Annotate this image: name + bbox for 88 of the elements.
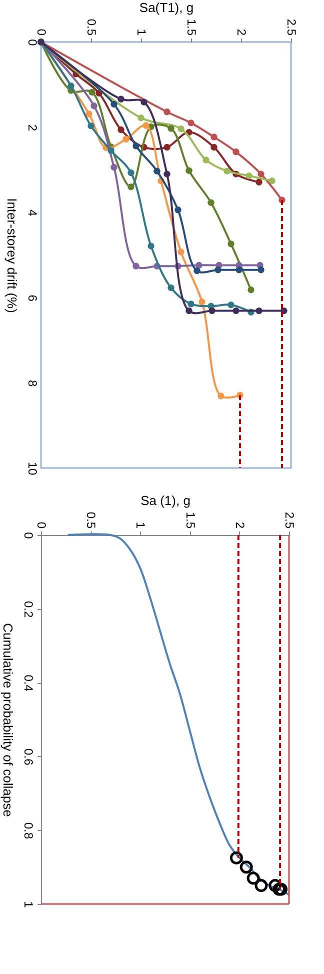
point (110, 100, 118, 108)
y-tick-label: 0 (26, 39, 40, 46)
point (224, 168, 230, 174)
x-tick-label: 1 (134, 522, 148, 529)
point (198, 298, 206, 306)
point (210, 144, 218, 151)
y-tick-label: 0 (22, 532, 36, 540)
point (246, 872, 260, 885)
point (186, 307, 192, 314)
point (178, 248, 184, 256)
x-axis-title: Sa(T1), g (139, 0, 194, 15)
y-axis-title: Cumulative probability of collapse (0, 623, 16, 817)
point (228, 240, 234, 248)
point (142, 122, 150, 129)
point (230, 851, 243, 864)
y-tick-label: 10 (26, 462, 40, 476)
point (68, 82, 74, 90)
point (268, 178, 276, 184)
point (218, 392, 224, 400)
point (232, 307, 240, 314)
x-tick-label: 1.5 (183, 512, 198, 529)
x-tick-label: 0 (34, 28, 48, 36)
y-tick-label: 2 (26, 124, 40, 132)
point (228, 301, 234, 308)
point (246, 172, 252, 180)
point (90, 102, 98, 110)
y-tick-label: 8 (26, 380, 40, 387)
point (168, 125, 174, 132)
point (138, 114, 144, 122)
x-tick-label: 2 (234, 28, 248, 36)
y-tick-label: 6 (26, 294, 40, 302)
point (186, 167, 192, 174)
x-tick-label: 2.5 (282, 512, 296, 529)
point (178, 126, 184, 132)
point (240, 860, 253, 874)
y-tick-label: 0.6 (22, 748, 36, 766)
x-tick-label: 0.5 (84, 18, 98, 36)
point (202, 156, 210, 164)
y-tick-label: 4 (26, 210, 40, 217)
point (236, 266, 242, 274)
point (128, 169, 134, 176)
y-tick-label: 0.8 (22, 822, 36, 840)
point (256, 307, 262, 314)
point (188, 300, 194, 308)
point (196, 262, 202, 269)
point (88, 88, 96, 96)
point (110, 164, 118, 171)
y-axis-title: Inter-storey drift (%) (4, 198, 20, 313)
point (164, 108, 170, 116)
point (188, 120, 194, 126)
point (148, 242, 154, 250)
point (128, 183, 134, 190)
point (210, 134, 218, 140)
point (258, 266, 264, 274)
point (258, 170, 264, 178)
y-tick-label: 1 (22, 901, 36, 908)
point (214, 266, 222, 274)
point (132, 142, 140, 150)
x-tick-label: 2 (232, 522, 247, 529)
point (208, 199, 214, 206)
point (194, 267, 200, 274)
point (256, 178, 262, 186)
point (164, 144, 170, 151)
point (254, 879, 268, 892)
point (208, 307, 216, 314)
point (118, 126, 124, 134)
point (232, 148, 240, 156)
point (174, 206, 182, 214)
point (122, 136, 130, 142)
x-tick-label: 1 (134, 28, 148, 36)
point (140, 98, 148, 106)
line-series (66, 533, 290, 896)
x-tick-label: 0 (34, 522, 48, 529)
x-axis-title: Sa (1), g (140, 492, 190, 508)
point (168, 284, 174, 292)
x-tick-label: 1.5 (184, 18, 198, 36)
x-tick-label: 0.5 (84, 512, 98, 529)
point (132, 262, 140, 270)
point (164, 170, 170, 178)
point (248, 286, 254, 294)
y-tick-label: 0.4 (22, 674, 36, 692)
point (88, 122, 94, 130)
point (118, 96, 124, 102)
y-tick-label: 0.2 (22, 600, 36, 618)
x-tick-label: 2.5 (284, 18, 298, 36)
point (108, 147, 114, 154)
point (86, 110, 92, 118)
point (154, 168, 160, 174)
